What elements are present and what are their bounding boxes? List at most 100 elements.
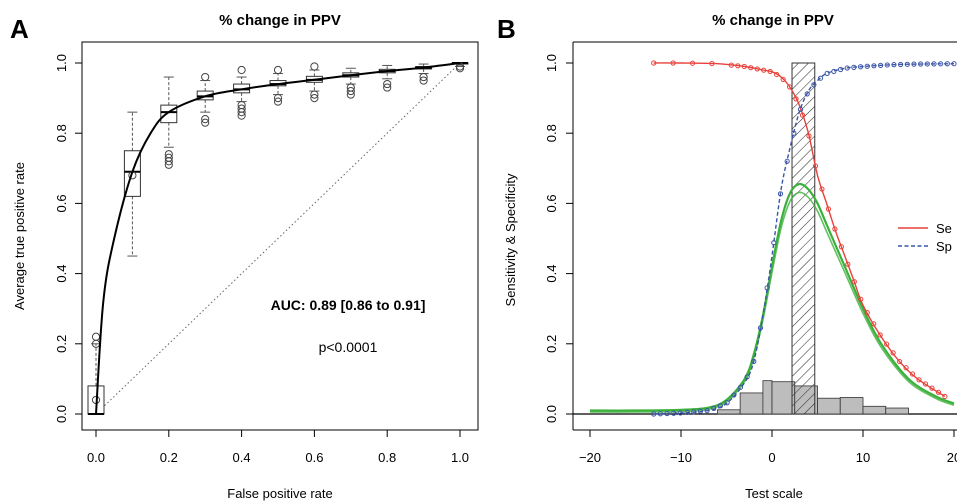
panel-b-title: % change in PPV xyxy=(712,12,834,29)
panel-b-legend-box xyxy=(893,214,957,262)
boxplot-outlier xyxy=(273,65,283,75)
panel-b-series-point-se xyxy=(897,358,903,365)
panel-b-y-tick-label: 0.4 xyxy=(544,265,559,283)
panel-b-y-tick-label: 0.8 xyxy=(544,124,559,142)
boxplot-outlier xyxy=(346,86,355,96)
panel-b-plot-area xyxy=(573,60,957,417)
panel-b-series-point-se xyxy=(799,112,806,118)
panel-b-x-tick-label: 10 xyxy=(856,450,870,465)
panel-b-series-point-se xyxy=(709,60,715,67)
panel-b-series-point-sp xyxy=(657,411,663,417)
panel-a-y-tick-label: 0.6 xyxy=(54,194,69,212)
panel-a-x-tick-label: 0.8 xyxy=(378,450,396,465)
boxplot-outlier xyxy=(164,153,173,162)
panel-b-y-tick-label: 0.2 xyxy=(544,335,559,353)
panel-a-p-annotation: p<0.0001 xyxy=(319,339,378,355)
panel-b-series-point-sp xyxy=(731,392,737,398)
panel-b-histogram-bar xyxy=(839,397,864,415)
panel-b-series-point-se xyxy=(793,96,799,102)
panel-b-series-point-se xyxy=(761,67,767,73)
panel-b-series-point-se xyxy=(851,279,857,285)
boxplot-outlier xyxy=(201,118,210,127)
panel-b-series-point-sp xyxy=(871,63,877,69)
panel-b-series-point-se xyxy=(780,76,786,82)
panel-a-x-tick-label: 1.0 xyxy=(451,450,469,465)
panel-b-series-point-sp xyxy=(804,91,810,97)
panel-b-series-point-sp xyxy=(864,63,870,69)
boxplot-outlier xyxy=(273,94,283,103)
panel-b-series-point-sp xyxy=(791,130,797,136)
boxplot-outlier xyxy=(237,65,246,75)
panel-b-series-point-se xyxy=(741,63,747,70)
panel-b-ylabel: Sensitivity & Specificity xyxy=(503,173,518,306)
panel-a-x-tick-label: 0.6 xyxy=(305,450,323,465)
panel-b-series-point-sp xyxy=(837,66,844,73)
panel-a-boxplot xyxy=(378,64,396,92)
panel-a-roc-curve xyxy=(95,62,461,415)
panel-b-histogram-bar xyxy=(885,407,909,415)
panel-b-x-ticks: −20 −10 0 10 20 xyxy=(579,430,957,465)
panel-b-legend-label-se: Se xyxy=(936,221,952,236)
panel-b-series-point-se xyxy=(838,244,844,250)
boxplot-outlier xyxy=(310,90,319,99)
panel-a-y-tick-label: 0.4 xyxy=(54,265,69,283)
panel-b-series-point-se xyxy=(877,332,883,338)
panel-b-x-tick-label: −20 xyxy=(579,450,601,465)
panel-b-xlabel: Test scale xyxy=(745,486,803,501)
panel-b-series-point-sp xyxy=(711,405,717,411)
panel-b-series-point-sp xyxy=(677,410,683,416)
panel-b-series-point-sp xyxy=(744,374,750,380)
panel-a-frame xyxy=(81,41,479,431)
panel-b-series-point-sp xyxy=(764,285,770,291)
panel-a-ylabel: Average true positive rate xyxy=(12,162,27,310)
panel-b-series-point-se xyxy=(916,377,922,383)
panel-b-x-tick-label: 0 xyxy=(768,450,775,465)
panel-b-series-point-se xyxy=(845,261,851,267)
panel-a-boxplot xyxy=(160,76,178,169)
panel-b-series-point-sp xyxy=(737,384,744,390)
panel-b-series-point-se xyxy=(825,206,832,212)
boxplot-outlier xyxy=(273,97,283,106)
panel-b-x-tick-label: −10 xyxy=(670,450,692,465)
panel-b-series-point-se xyxy=(832,226,838,232)
panel-b-series-point-sp xyxy=(811,82,817,88)
panel-b-series-point-se xyxy=(689,60,696,66)
panel-b-series-point-se xyxy=(858,296,864,302)
panel-b-series-point-se xyxy=(929,385,935,391)
panel-letter-a: A xyxy=(10,14,29,44)
panel-a-x-ticks: 0.0 0.2 0.4 0.6 0.8 1.0 xyxy=(87,430,469,465)
boxplot-outlier xyxy=(91,332,101,341)
panel-letter-b: B xyxy=(497,14,516,44)
panel-a-y-tick-label: 1.0 xyxy=(54,54,69,72)
panel-b-series-point-se xyxy=(806,133,812,139)
boxplot-outlier xyxy=(383,83,392,92)
panel-a-y-tick-label: 0.0 xyxy=(54,405,69,423)
panel-b-series-point-sp xyxy=(684,409,690,416)
panel-b-histogram-bar xyxy=(739,392,764,415)
panel-b-series-point-sp xyxy=(817,75,824,81)
panel-a-boxplot xyxy=(342,67,360,99)
panel-b-y-tick-label: 0.6 xyxy=(544,194,559,212)
panel-a-boxplot xyxy=(196,72,214,127)
panel-b-series-point-sp xyxy=(898,61,904,68)
panel-b-series-point-se xyxy=(767,68,773,75)
panel-b-y-tick-label: 1.0 xyxy=(544,54,559,72)
panel-b-series-point-se xyxy=(884,341,890,347)
panel-a-boxplot xyxy=(305,62,323,103)
panel-b-series-point-sp xyxy=(938,61,944,67)
panel-b-legend-label-sp: Sp xyxy=(936,239,952,254)
panel-b-series-point-sp xyxy=(831,68,837,75)
boxplot-outlier xyxy=(237,104,246,113)
panel-b-hatched-interval xyxy=(791,62,816,415)
panel-b-histogram-bar xyxy=(862,405,887,415)
panel-b-series-point-se xyxy=(754,66,760,72)
panel-b-legend: Se Sp xyxy=(893,214,957,262)
panel-b-y-ticks: 0.0 0.2 0.4 0.6 0.8 1.0 xyxy=(544,54,573,423)
panel-b-series-point-sp xyxy=(931,61,937,67)
panel-b-series-point-sp xyxy=(824,70,830,76)
panel-b-series-point-sp xyxy=(704,407,710,414)
panel-b-series-point-se xyxy=(935,389,942,395)
panel-b-series-point-se xyxy=(728,62,734,68)
boxplot-outlier xyxy=(346,83,355,92)
